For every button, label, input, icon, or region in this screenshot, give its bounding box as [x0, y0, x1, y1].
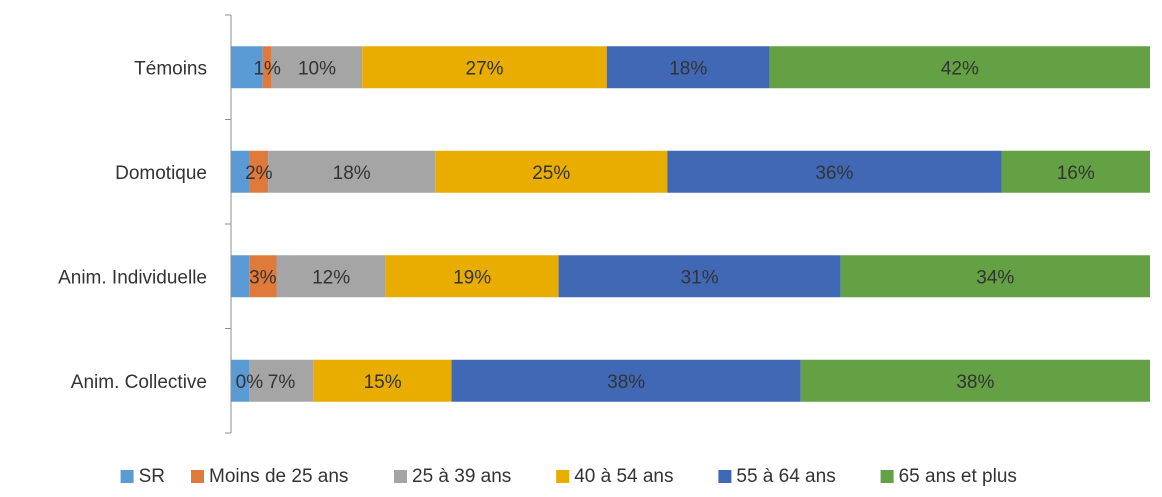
- data-label: 36%: [815, 163, 853, 184]
- bar-segment: [1001, 150, 1150, 193]
- data-label: 27%: [466, 58, 504, 79]
- legend-label: 55 à 64 ans: [736, 466, 835, 487]
- bar-segment: [435, 150, 668, 193]
- data-label: 25%: [532, 163, 570, 184]
- data-label: 18%: [333, 163, 371, 184]
- data-label: 10%: [298, 58, 336, 79]
- bar-segment: [276, 255, 386, 298]
- bar-segment: [249, 150, 269, 193]
- bar-segment: [231, 255, 250, 298]
- category-label: Témoins: [134, 58, 207, 79]
- category-axis: Témoins Domotique Anim. Individuelle Anim. …: [58, 14, 232, 434]
- data-label: 7%: [268, 372, 296, 393]
- category-label: Anim. Individuelle: [58, 267, 207, 288]
- bar-segment: [268, 150, 436, 193]
- data-label: 1%: [253, 58, 281, 79]
- legend-swatch: [880, 470, 894, 483]
- bar-segment: [362, 46, 607, 89]
- data-label: 38%: [607, 372, 645, 393]
- bar-segment: [800, 359, 1150, 402]
- legend-swatch: [120, 470, 134, 483]
- bar-segment: [667, 150, 1002, 193]
- category-label: Anim. Collective: [71, 372, 207, 393]
- bar-segment: [558, 255, 841, 298]
- data-label: 19%: [453, 267, 491, 288]
- legend-label: 25 à 39 ans: [412, 466, 511, 487]
- data-label: 31%: [681, 267, 719, 288]
- legend-swatch: [191, 470, 204, 483]
- legend-swatch: [556, 470, 570, 483]
- legend-label: Moins de 25 ans: [209, 466, 348, 487]
- bars: [231, 46, 1150, 402]
- bar-segment: [249, 359, 314, 402]
- bar-segment: [262, 46, 272, 89]
- legend-label: 40 à 54 ans: [574, 466, 673, 487]
- bar-segment: [231, 46, 263, 89]
- bar-segment: [271, 46, 363, 89]
- bar-segment: [249, 255, 277, 298]
- data-label: 42%: [941, 58, 979, 79]
- legend-label: SR: [139, 466, 165, 487]
- legend: SR Moins de 25 ans 25 à 39 ans 40 à 54 ans 5…: [120, 466, 1017, 487]
- data-label: 16%: [1057, 163, 1095, 184]
- data-label: 12%: [312, 267, 350, 288]
- data-label: 34%: [976, 267, 1014, 288]
- data-label: 0%: [236, 372, 264, 393]
- data-label: 15%: [364, 372, 402, 393]
- legend-swatch: [394, 470, 407, 483]
- legend-swatch: [718, 470, 732, 483]
- data-label: 38%: [956, 372, 994, 393]
- bar-segment: [840, 255, 1150, 298]
- bar-segment: [231, 359, 250, 402]
- segment-labels: 1% 10% 27% 18% 42% 2% 18% 25% 36% 16% 3% 12% 19% 31% 3…: [236, 58, 1095, 393]
- bar-segment: [606, 46, 770, 89]
- bar-segment: [451, 359, 801, 402]
- bar-segment: [769, 46, 1150, 89]
- bar-segment: [231, 150, 250, 193]
- bar-segment: [313, 359, 452, 402]
- data-label: 3%: [249, 267, 277, 288]
- data-label: 2%: [245, 163, 273, 184]
- bar-segment: [385, 255, 559, 298]
- category-label: Domotique: [115, 163, 207, 184]
- legend-label: 65 ans et plus: [899, 466, 1017, 487]
- data-label: 18%: [669, 58, 707, 79]
